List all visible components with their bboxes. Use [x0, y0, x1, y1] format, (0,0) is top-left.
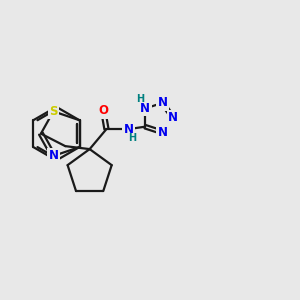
Text: S: S [49, 105, 58, 118]
Text: N: N [124, 123, 134, 136]
Text: N: N [158, 96, 167, 110]
Text: N: N [158, 126, 167, 139]
Text: N: N [168, 111, 178, 124]
Text: O: O [98, 104, 108, 117]
Text: N: N [48, 149, 59, 162]
Text: N: N [140, 102, 150, 115]
Text: H: H [136, 94, 144, 104]
Text: H: H [128, 133, 136, 143]
